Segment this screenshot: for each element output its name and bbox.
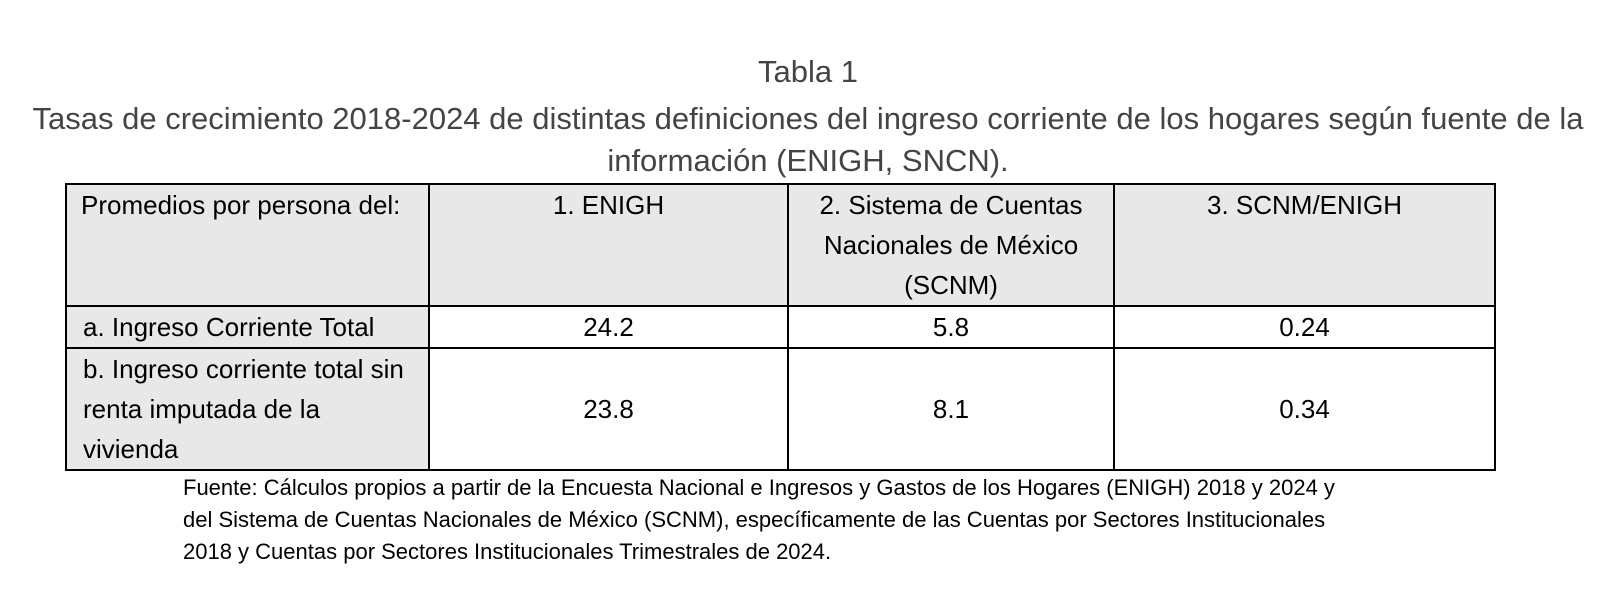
column-header: 3. SCNM/ENIGH: [1113, 183, 1496, 307]
column-header: 1. ENIGH: [428, 183, 789, 307]
table-cell: 24.2: [428, 305, 789, 349]
table-subtitle: Tasas de crecimiento 2018-2024 de distin…: [32, 101, 1584, 178]
table-cell: 5.8: [787, 305, 1115, 349]
table-title: Tabla 1: [758, 54, 858, 89]
table-body: a. Ingreso Corriente Total 24.2 5.8 0.24 b. …: [65, 305, 1496, 471]
row-header: b. Ingreso corriente total sin renta imp…: [65, 347, 430, 471]
column-header: 2. Sistema de Cuentas Nacionales de Méxi…: [787, 183, 1115, 307]
footnote: Fuente: Cálculos propios a partir de la …: [183, 475, 1335, 564]
table-cell: 23.8: [428, 347, 789, 471]
table-row: a. Ingreso Corriente Total 24.2 5.8 0.24: [65, 305, 1496, 349]
table-cell: 0.34: [1113, 347, 1496, 471]
data-table: Promedios por persona del: 1. ENIGH 2. Sis…: [65, 183, 1496, 471]
table-cell: 8.1: [787, 347, 1115, 471]
row-header: a. Ingreso Corriente Total: [65, 305, 430, 349]
column-header: Promedios por persona del:: [65, 183, 430, 307]
table-row: b. Ingreso corriente total sin renta imp…: [65, 347, 1496, 471]
header-row: Promedios por persona del: 1. ENIGH 2. Sis…: [65, 183, 1496, 307]
table-cell: 0.24: [1113, 305, 1496, 349]
